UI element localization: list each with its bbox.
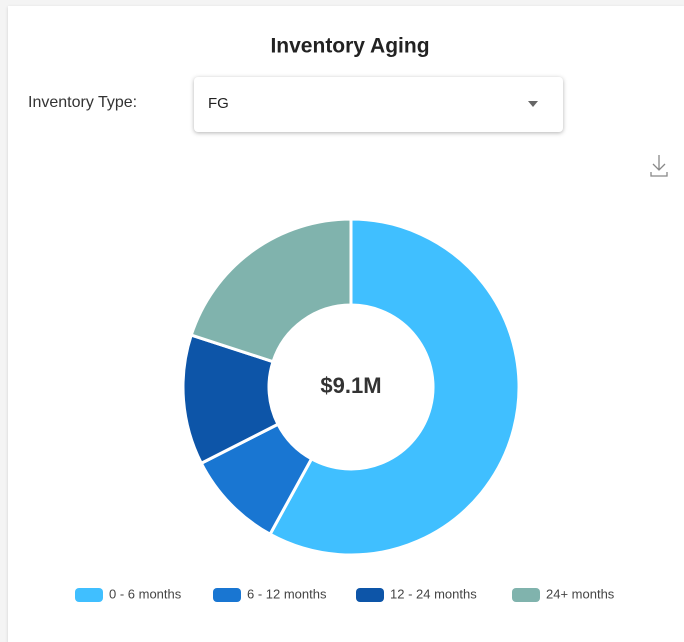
filter-label: Inventory Type: xyxy=(28,94,137,111)
donut-slice xyxy=(268,217,521,557)
dropdown-arrow[interactable] xyxy=(528,101,538,107)
donut-slice xyxy=(189,217,353,364)
download-icon[interactable] xyxy=(650,155,668,177)
legend-label: 12 - 24 months xyxy=(390,586,477,601)
legend-swatch xyxy=(213,588,241,602)
legend-swatch xyxy=(356,588,384,602)
dropdown[interactable] xyxy=(194,77,563,132)
legend-label: 6 - 12 months xyxy=(247,586,327,601)
chart-title: Inventory Aging xyxy=(270,35,429,58)
legend-swatch xyxy=(512,588,540,602)
legend-label: 24+ months xyxy=(546,586,615,601)
legend-label: 0 - 6 months xyxy=(109,586,182,601)
dropdown-value[interactable]: FG xyxy=(208,95,229,112)
center-label: $9.1M xyxy=(320,373,381,398)
legend-swatch xyxy=(75,588,103,602)
